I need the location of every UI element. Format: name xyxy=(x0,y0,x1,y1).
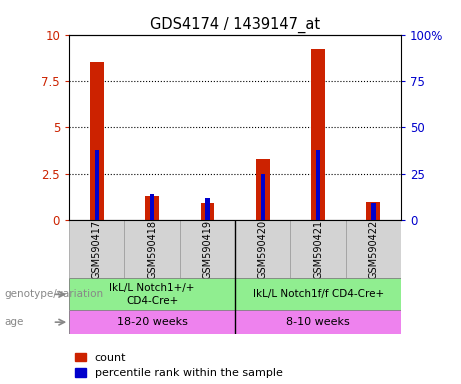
FancyBboxPatch shape xyxy=(124,220,180,278)
Text: GSM590417: GSM590417 xyxy=(92,220,102,279)
Bar xyxy=(150,194,154,220)
Bar xyxy=(256,159,270,220)
Text: IkL/L Notch1+/+
CD4-Cre+: IkL/L Notch1+/+ CD4-Cre+ xyxy=(109,283,195,306)
Text: GSM590419: GSM590419 xyxy=(202,220,213,279)
FancyBboxPatch shape xyxy=(180,220,235,278)
FancyBboxPatch shape xyxy=(235,278,401,310)
Text: IkL/L Notch1f/f CD4-Cre+: IkL/L Notch1f/f CD4-Cre+ xyxy=(253,289,384,299)
Bar xyxy=(366,202,380,220)
Bar xyxy=(145,196,159,220)
Bar xyxy=(311,50,325,220)
Legend: count, percentile rank within the sample: count, percentile rank within the sample xyxy=(75,353,283,379)
FancyBboxPatch shape xyxy=(346,220,401,278)
FancyBboxPatch shape xyxy=(69,278,235,310)
Text: 18-20 weeks: 18-20 weeks xyxy=(117,317,188,327)
Text: age: age xyxy=(5,317,24,327)
FancyBboxPatch shape xyxy=(235,220,290,278)
FancyBboxPatch shape xyxy=(290,220,346,278)
Bar xyxy=(90,62,104,220)
FancyBboxPatch shape xyxy=(69,220,124,278)
Text: GSM590421: GSM590421 xyxy=(313,220,323,279)
Title: GDS4174 / 1439147_at: GDS4174 / 1439147_at xyxy=(150,17,320,33)
Text: GSM590418: GSM590418 xyxy=(147,220,157,279)
Text: genotype/variation: genotype/variation xyxy=(5,289,104,299)
Text: GSM590422: GSM590422 xyxy=(368,220,378,279)
Text: 8-10 weeks: 8-10 weeks xyxy=(286,317,350,327)
FancyBboxPatch shape xyxy=(69,310,235,334)
Bar xyxy=(316,150,320,220)
Bar xyxy=(205,198,210,220)
Text: GSM590420: GSM590420 xyxy=(258,220,268,279)
Bar xyxy=(371,204,376,220)
Bar xyxy=(260,174,265,220)
Bar xyxy=(95,150,99,220)
FancyBboxPatch shape xyxy=(235,310,401,334)
Bar xyxy=(201,204,214,220)
